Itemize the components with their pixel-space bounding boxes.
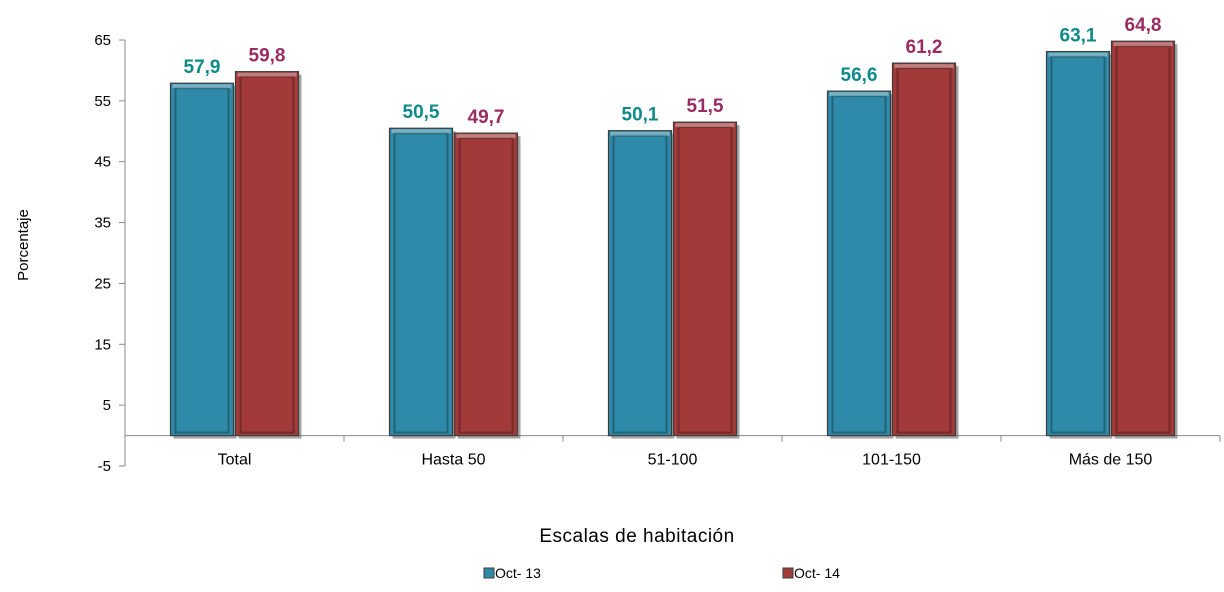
bar-oct13 xyxy=(1045,50,1111,437)
bar-highlight xyxy=(456,134,516,139)
legend-label: Oct- 14 xyxy=(794,565,840,581)
legend: Oct- 13 Oct- 14 xyxy=(483,565,840,581)
y-tick-label: 25 xyxy=(94,275,111,292)
data-label: 63,1 xyxy=(1060,26,1097,47)
bar-bevel xyxy=(393,132,449,434)
y-tick-label: 35 xyxy=(94,215,111,232)
y-tick-label: 45 xyxy=(94,154,111,171)
category-label: Total xyxy=(218,452,252,469)
bar-bevel xyxy=(612,134,668,434)
bar-highlight xyxy=(391,129,451,134)
category-label: 101-150 xyxy=(862,452,921,469)
legend-swatch xyxy=(483,567,495,579)
bar-bevel xyxy=(458,137,514,434)
data-label: 57,9 xyxy=(184,57,221,78)
category-label: Hasta 50 xyxy=(421,452,485,469)
bar-highlight xyxy=(894,64,954,69)
data-label: 50,5 xyxy=(403,102,440,123)
bar-highlight xyxy=(610,131,670,136)
x-axis-title: Escalas de habitación xyxy=(539,526,734,547)
bar-oct14 xyxy=(672,121,738,437)
data-label: 61,2 xyxy=(906,37,943,58)
data-label: 49,7 xyxy=(468,107,505,128)
bar-highlight xyxy=(829,92,889,97)
bar-bevel xyxy=(896,67,952,434)
category-labels: Total Hasta 50 51-100 101-150 Más de 150 xyxy=(124,435,1221,469)
bar-oct14 xyxy=(453,132,519,437)
bar-oct14 xyxy=(234,71,300,437)
bar-oct13 xyxy=(388,127,454,437)
legend-label: Oct- 13 xyxy=(495,565,541,581)
bar-bevel xyxy=(1050,55,1106,434)
y-axis-title: Porcentaje xyxy=(15,209,32,281)
data-label: 50,1 xyxy=(622,105,659,126)
bar-highlight xyxy=(1048,52,1108,57)
category-label: 51-100 xyxy=(648,452,698,469)
bar-oct13 xyxy=(169,82,235,437)
y-tick-label: -5 xyxy=(98,458,111,475)
category-label: Más de 150 xyxy=(1069,452,1153,469)
data-label: 51,5 xyxy=(687,96,724,117)
data-label: 56,6 xyxy=(841,65,878,86)
y-tick-label: 65 xyxy=(94,32,111,49)
bar-highlight xyxy=(172,84,232,89)
legend-swatch xyxy=(782,567,794,579)
bar-bevel xyxy=(831,95,887,434)
bar-oct14 xyxy=(1110,40,1176,437)
bar-bevel xyxy=(174,87,230,434)
y-tick-label: 5 xyxy=(103,397,111,414)
data-label: 59,8 xyxy=(249,46,286,67)
y-tick-label: 55 xyxy=(94,93,111,110)
bar-oct13 xyxy=(607,130,673,437)
data-label: 64,8 xyxy=(1125,15,1162,36)
bars-group: 57,9 59,8 50,5 49,7 50,1 51,5 56,6 61,2 63,1 64,8 xyxy=(169,15,1178,439)
bar-bevel xyxy=(1115,45,1171,434)
y-axis-ticks: -5 5 15 25 35 45 55 65 xyxy=(94,32,125,475)
bar-highlight xyxy=(675,123,735,128)
bar-bevel xyxy=(239,75,295,434)
y-tick-label: 15 xyxy=(94,336,111,353)
bar-oct14 xyxy=(891,62,957,437)
bar-highlight xyxy=(1113,42,1173,47)
bar-oct13 xyxy=(826,90,892,437)
bar-highlight xyxy=(237,72,297,77)
bar-bevel xyxy=(677,126,733,434)
